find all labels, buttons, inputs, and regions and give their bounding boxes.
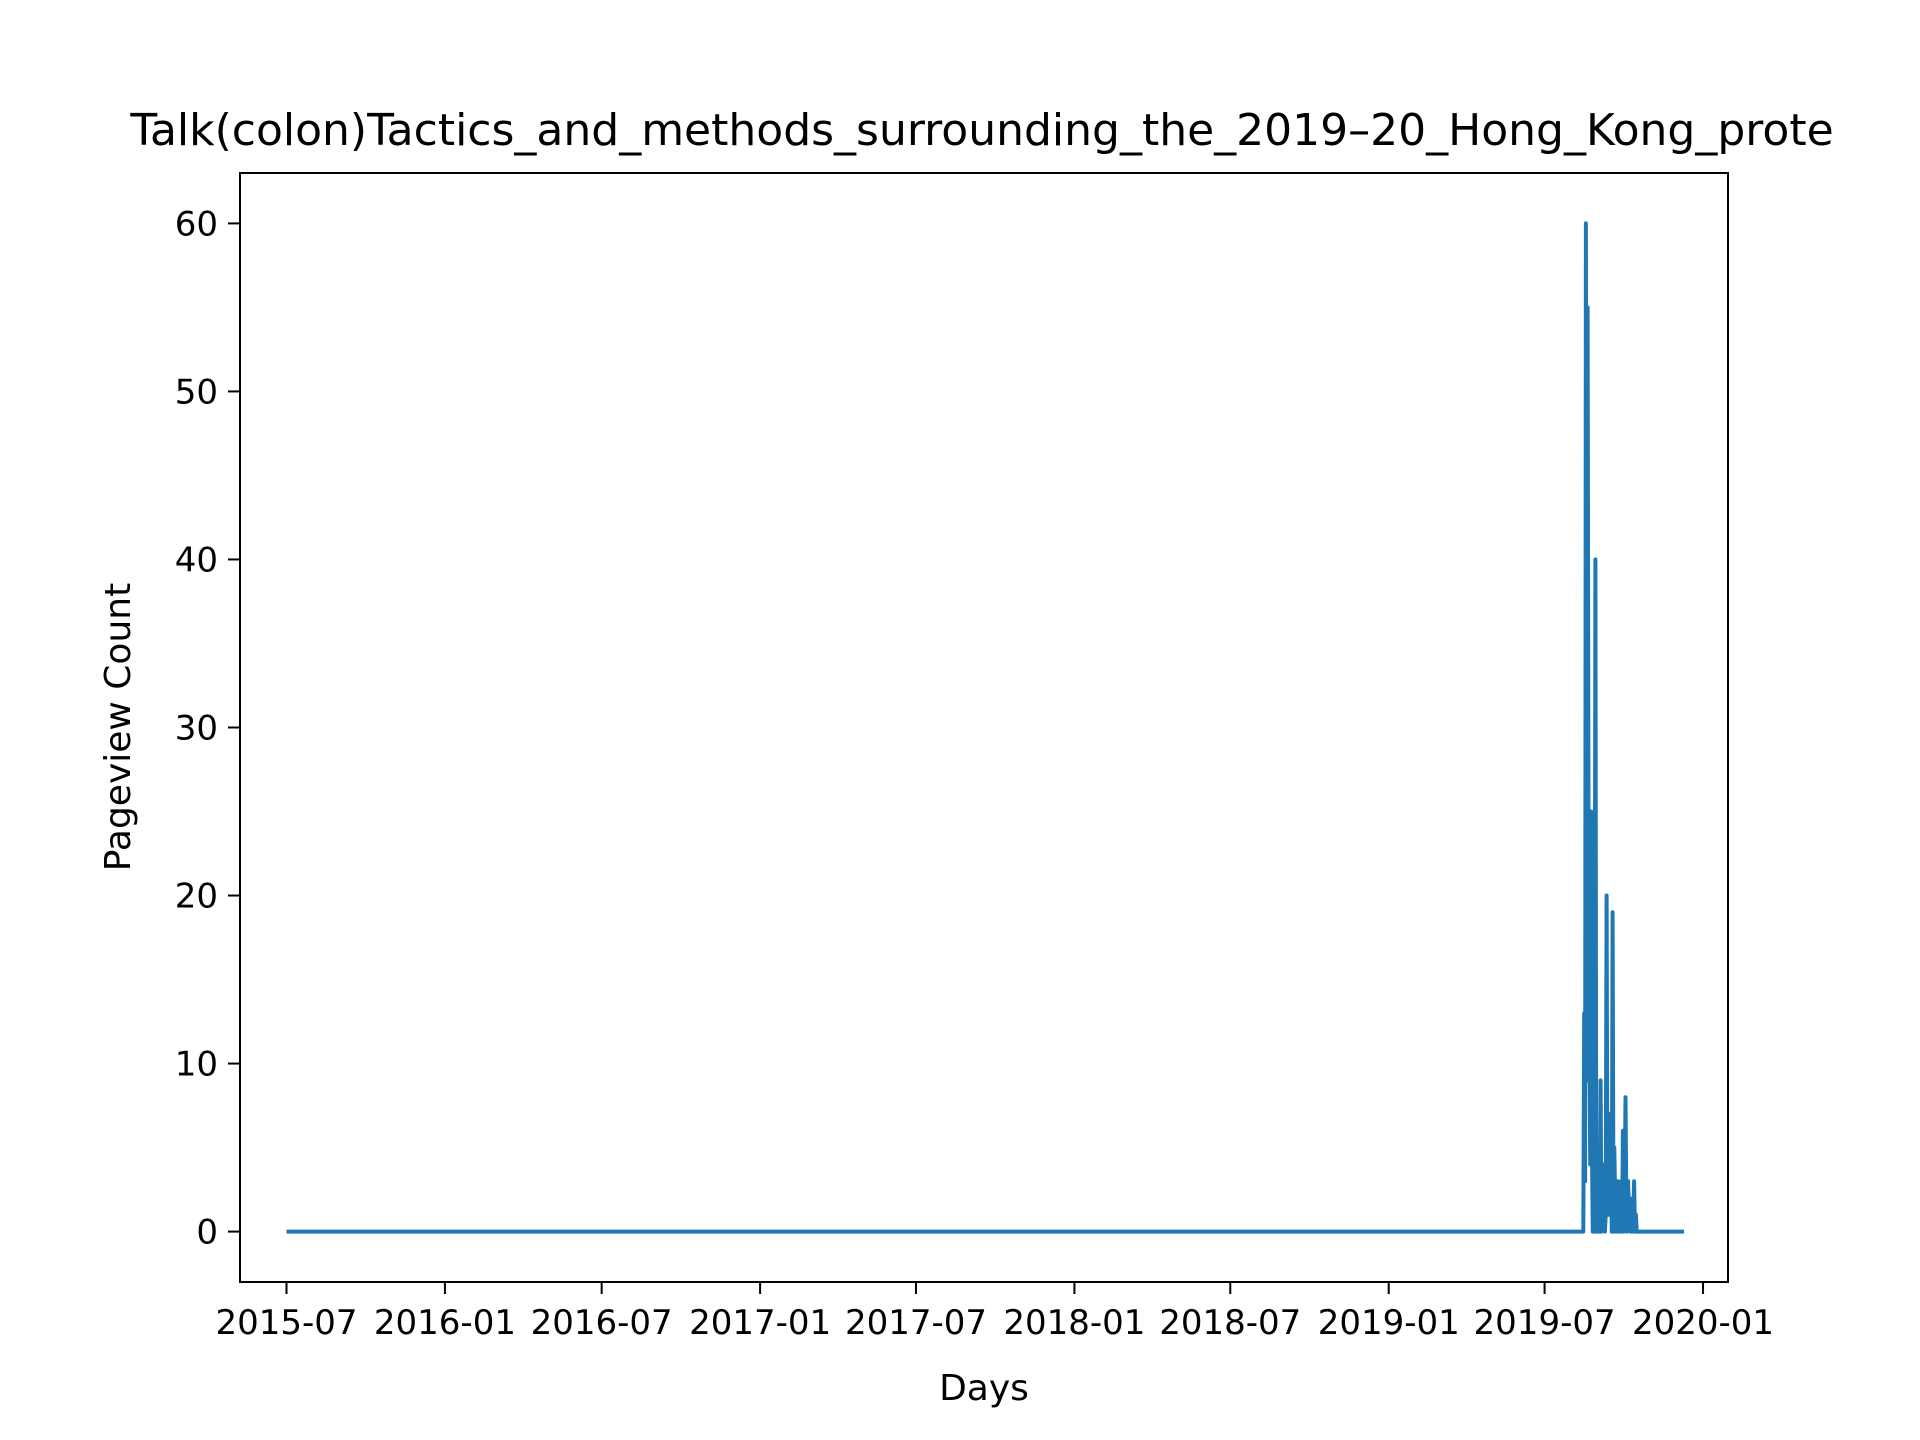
y-axis-label: Pageview Count [98, 583, 139, 871]
y-tick-label: 10 [175, 1045, 218, 1085]
y-tick-label: 60 [175, 204, 218, 244]
x-tick-label: 2019-01 [1318, 1303, 1460, 1343]
x-tick-label: 2019-07 [1474, 1303, 1616, 1343]
x-tick-label: 2017-01 [689, 1303, 831, 1343]
series-line [286, 221, 1686, 1234]
plot-frame [239, 172, 1729, 1283]
x-tick-label: 2015-07 [215, 1303, 357, 1343]
y-tick-label: 30 [175, 709, 218, 749]
x-axis-label: Days [939, 1368, 1029, 1409]
y-tick-label: 20 [175, 877, 218, 917]
y-tick-label: 50 [175, 372, 218, 412]
x-tick-label: 2017-07 [845, 1303, 987, 1343]
x-tick-label: 2016-01 [374, 1303, 516, 1343]
plot-area [286, 221, 1686, 1234]
y-tick-label: 0 [196, 1213, 218, 1253]
x-tick-label: 2020-01 [1632, 1303, 1774, 1343]
x-axis: 2015-07 2016-01 2016-07 2017-01 2017-07 2018-… [215, 1282, 1774, 1343]
x-tick-label: 2018-07 [1159, 1303, 1301, 1343]
y-axis: 0 10 20 30 40 50 60 [175, 204, 240, 1253]
y-tick-label: 40 [175, 540, 218, 580]
chart-title: Talk(colon)Tactics_and_methods_surroundi… [129, 105, 1833, 156]
x-tick-label: 2016-07 [531, 1303, 673, 1343]
x-tick-label: 2018-01 [1003, 1303, 1145, 1343]
